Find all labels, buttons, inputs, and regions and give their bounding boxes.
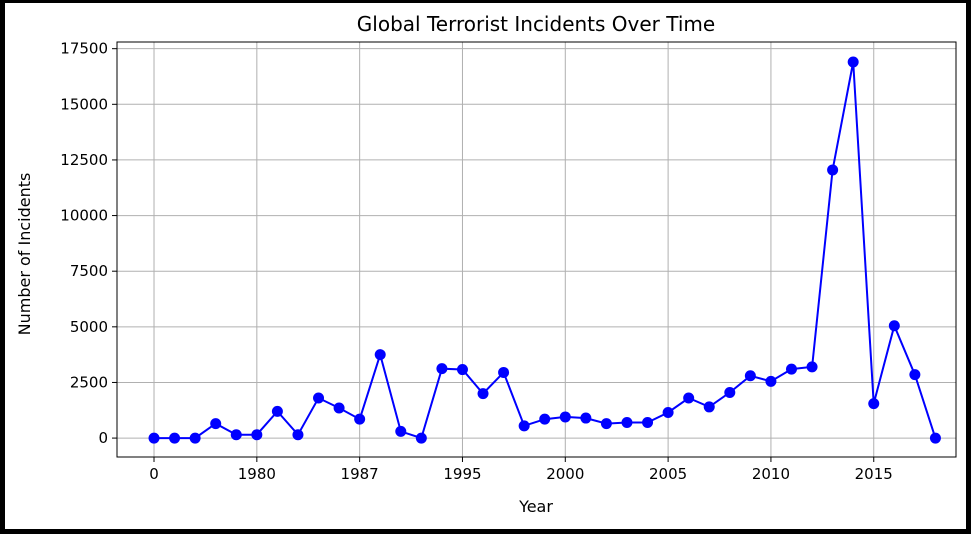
data-point bbox=[292, 429, 304, 441]
x-tick-label: 1995 bbox=[443, 465, 481, 483]
data-point bbox=[929, 432, 941, 444]
data-point bbox=[683, 392, 695, 404]
data-point bbox=[498, 366, 510, 378]
chart-title: Global Terrorist Incidents Over Time bbox=[357, 12, 715, 36]
data-point bbox=[642, 417, 654, 429]
data-point bbox=[395, 425, 407, 437]
data-point bbox=[580, 412, 592, 424]
y-tick-label: 17500 bbox=[60, 40, 108, 58]
x-axis-label: Year bbox=[518, 497, 553, 516]
data-point bbox=[703, 401, 715, 413]
data-point bbox=[827, 164, 839, 176]
y-tick-label: 12500 bbox=[60, 151, 108, 169]
line-chart: Global Terrorist Incidents Over Time 0 19… bbox=[15, 12, 957, 516]
x-tick-label: 0 bbox=[149, 465, 159, 483]
data-point bbox=[230, 429, 242, 441]
data-point bbox=[354, 413, 366, 425]
data-point bbox=[600, 418, 612, 430]
data-point bbox=[765, 375, 777, 387]
data-point bbox=[148, 432, 160, 444]
data-point bbox=[456, 364, 468, 376]
data-point bbox=[888, 320, 900, 332]
y-tick-label: 5000 bbox=[70, 318, 108, 336]
data-point bbox=[251, 429, 263, 441]
data-point bbox=[518, 420, 530, 432]
grid-lines bbox=[117, 42, 956, 457]
plot-area bbox=[116, 41, 957, 458]
y-tick-label: 15000 bbox=[60, 95, 108, 113]
data-point bbox=[724, 386, 736, 398]
data-point bbox=[662, 406, 674, 418]
x-tick-label: 2010 bbox=[752, 465, 790, 483]
data-point bbox=[333, 402, 345, 414]
data-point bbox=[477, 388, 489, 400]
data-point bbox=[868, 398, 880, 410]
y-axis-label: Number of Incidents bbox=[15, 173, 34, 336]
x-tick-label: 1980 bbox=[238, 465, 276, 483]
data-point bbox=[909, 369, 921, 381]
x-tick-label: 2005 bbox=[649, 465, 687, 483]
data-point bbox=[271, 405, 283, 417]
chart-frame: Global Terrorist Incidents Over Time 0 19… bbox=[5, 3, 966, 529]
data-point bbox=[210, 418, 222, 430]
data-point bbox=[785, 363, 797, 375]
y-tick-label: 7500 bbox=[70, 262, 108, 280]
data-point bbox=[189, 432, 201, 444]
x-axis-ticks: 0 1980 1987 1995 2000 2005 2010 2015 bbox=[149, 457, 893, 483]
data-point bbox=[744, 370, 756, 382]
y-tick-label: 2500 bbox=[70, 373, 108, 391]
data-point bbox=[847, 56, 859, 68]
data-point bbox=[621, 417, 633, 429]
x-tick-label: 1987 bbox=[341, 465, 379, 483]
data-point bbox=[436, 363, 448, 375]
data-point bbox=[415, 432, 427, 444]
data-point bbox=[169, 432, 181, 444]
x-tick-label: 2015 bbox=[855, 465, 893, 483]
x-tick-label: 2000 bbox=[546, 465, 584, 483]
data-point bbox=[559, 411, 571, 423]
y-axis-ticks: 0 2500 5000 7500 10000 12500 15000 17500 bbox=[60, 40, 117, 447]
data-points bbox=[148, 56, 941, 444]
y-tick-label: 10000 bbox=[60, 207, 108, 225]
data-point bbox=[313, 392, 325, 404]
data-point bbox=[539, 413, 551, 425]
data-point bbox=[806, 361, 818, 373]
series-line bbox=[154, 61, 937, 440]
y-tick-label: 0 bbox=[98, 429, 108, 447]
data-point bbox=[374, 349, 386, 361]
